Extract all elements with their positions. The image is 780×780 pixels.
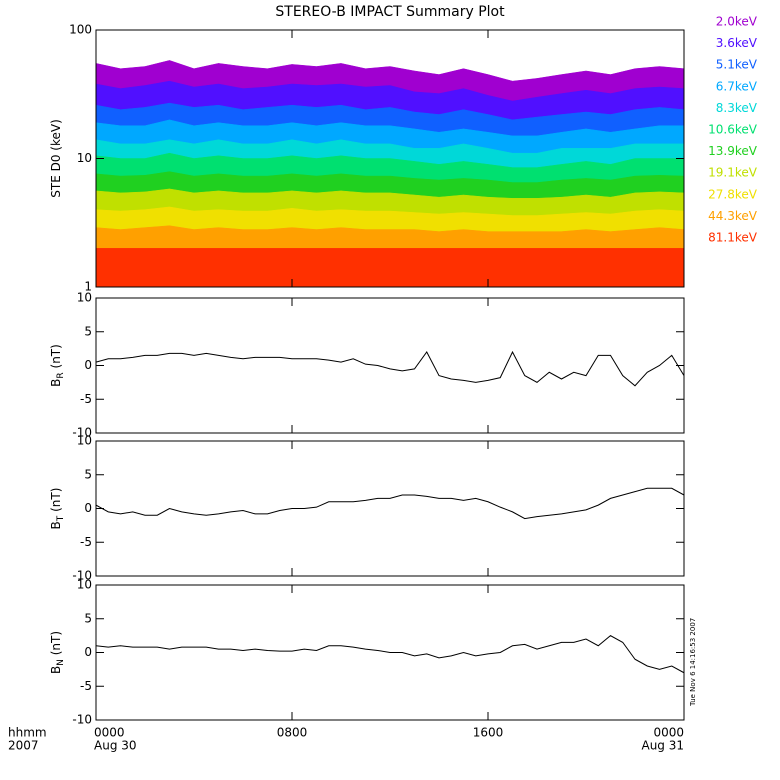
y-axis-label-unit: (nT): [49, 488, 63, 512]
y-tick-label: 0: [84, 358, 92, 372]
y-tick-label: -5: [80, 535, 92, 549]
x-tick-date: Aug 31: [641, 739, 684, 753]
legend-entry: 6.7keV: [716, 79, 758, 93]
y-tick-label: -10: [72, 426, 92, 440]
y-axis-label-text: B: [49, 521, 63, 529]
y-tick-label: 10: [77, 578, 92, 592]
y-axis-label-unit: (nT): [49, 344, 63, 368]
y-axis-label-text: B: [49, 666, 63, 674]
y-axis-label: BT (nT): [49, 488, 66, 530]
x-tick-date: Aug 30: [94, 739, 137, 753]
y-axis-label-subscript: T: [56, 515, 66, 522]
y-axis-label-text: STE D0 (keV): [49, 119, 63, 198]
x-tick-label: 0000: [94, 726, 125, 740]
legend-entry: 44.3keV: [708, 209, 758, 223]
y-tick-label: 10: [77, 151, 92, 165]
chart-title: STEREO-B IMPACT Summary Plot: [275, 4, 505, 20]
y-axis-label-unit: (nT): [49, 631, 63, 655]
legend-entry: 81.1keV: [708, 231, 758, 245]
legend-entry: 8.3keV: [716, 101, 758, 115]
y-tick-label: -5: [80, 392, 92, 406]
energy-channel-area: [95, 248, 685, 288]
y-tick-label: 10: [77, 434, 92, 448]
legend-entry: 19.1keV: [708, 166, 758, 180]
x-tick-label: 0000: [653, 726, 684, 740]
field-line: [95, 487, 685, 520]
legend-entry: 5.1keV: [716, 58, 758, 72]
x-tick-label: 1600: [473, 726, 504, 740]
y-tick-label: 0: [84, 501, 92, 515]
time-unit: hhmm: [8, 726, 47, 740]
y-tick-label: -10: [72, 713, 92, 727]
legend-entry: 13.9keV: [708, 144, 758, 158]
y-tick-label: 1: [84, 280, 92, 294]
legend-entry: 2.0keV: [716, 15, 758, 29]
y-axis-label-subscript: R: [56, 372, 66, 378]
year: 2007: [8, 739, 39, 753]
y-axis-label-subscript: N: [56, 659, 66, 666]
panel: -10 -5 0 5 10 BT (nT): [49, 434, 685, 583]
legend-entry: 3.6keV: [716, 36, 758, 50]
legend-entry: 27.8keV: [708, 187, 758, 201]
y-tick-label: 0: [84, 645, 92, 659]
field-line: [95, 635, 685, 674]
panel: 2.0keV 3.6keV 5.1keV 6.7keV 8.3keV 10.6keV 13.…: [49, 4, 758, 294]
y-tick-label: 5: [84, 611, 92, 625]
panel: -10 -5 0 5 10 BR (nT): [49, 291, 685, 440]
y-tick-label: 5: [84, 324, 92, 338]
y-tick-label: 10: [77, 291, 92, 305]
legend-entry: 10.6keV: [708, 123, 758, 137]
y-tick-label: 100: [69, 23, 92, 37]
y-tick-label: 5: [84, 467, 92, 481]
x-tick-label: 0800: [277, 726, 308, 740]
y-tick-label: -5: [80, 679, 92, 693]
y-axis-label-text: B: [49, 379, 63, 387]
y-axis-label: STE D0 (keV): [49, 119, 63, 198]
y-axis-label: BR (nT): [49, 344, 66, 387]
y-tick-label: -10: [72, 569, 92, 583]
field-line: [95, 350, 685, 387]
timestamp: Tue Nov 6 14:16:53 2007: [689, 618, 697, 707]
y-axis-label: BN (nT): [49, 631, 66, 674]
